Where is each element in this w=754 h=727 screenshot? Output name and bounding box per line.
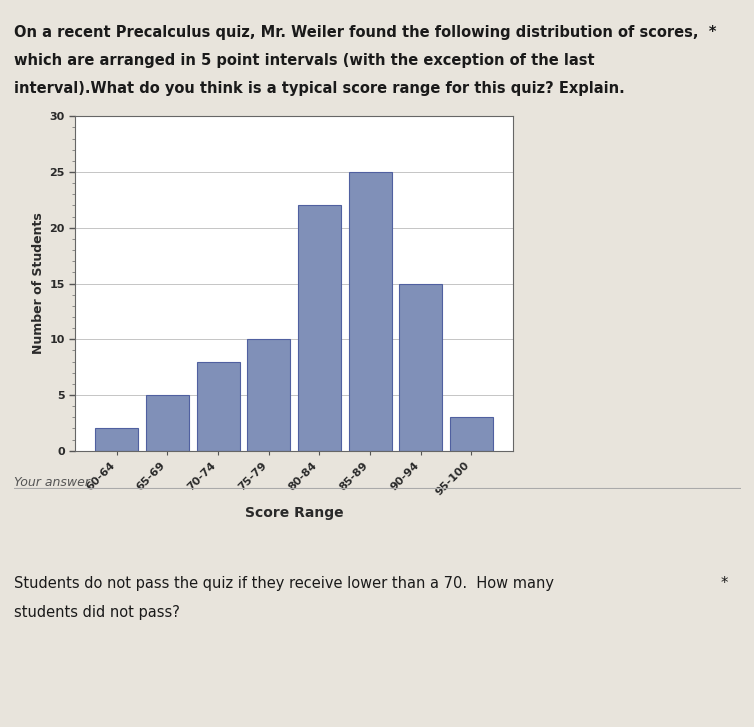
Text: which are arranged in 5 point intervals (with the exception of the last: which are arranged in 5 point intervals … <box>14 53 594 68</box>
Text: On a recent Precalculus quiz, Mr. Weiler found the following distribution of sco: On a recent Precalculus quiz, Mr. Weiler… <box>14 25 716 41</box>
Bar <box>450 417 493 451</box>
Text: Your answer: Your answer <box>14 476 90 489</box>
X-axis label: Score Range: Score Range <box>245 506 343 520</box>
Bar <box>399 284 442 451</box>
Bar <box>95 428 138 451</box>
Text: Students do not pass the quiz if they receive lower than a 70.  How many: Students do not pass the quiz if they re… <box>14 576 553 591</box>
Bar <box>298 206 341 451</box>
Text: students did not pass?: students did not pass? <box>14 605 179 620</box>
Text: *: * <box>720 576 728 591</box>
Bar <box>348 172 391 451</box>
Text: interval).What do you think is a typical score range for this quiz? Explain.: interval).What do you think is a typical… <box>14 81 624 96</box>
Y-axis label: Number of Students: Number of Students <box>32 213 45 354</box>
Bar <box>247 340 290 451</box>
Bar <box>197 361 240 451</box>
Bar <box>146 395 189 451</box>
